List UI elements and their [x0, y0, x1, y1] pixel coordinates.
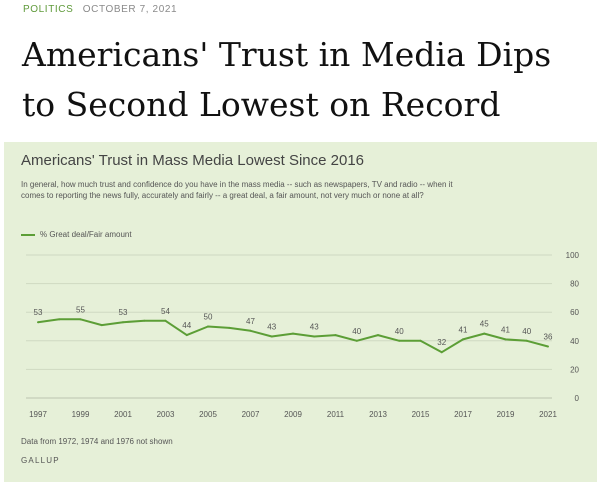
x-tick-label: 2015: [412, 410, 430, 419]
data-label: 41: [459, 325, 468, 334]
data-point: [292, 332, 294, 335]
x-tick-label: 2007: [242, 410, 260, 419]
data-label: 53: [119, 308, 128, 317]
chart-title: Americans' Trust in Mass Media Lowest Si…: [21, 152, 365, 169]
article-date: OCTOBER 7, 2021: [82, 4, 178, 15]
x-tick-label: 2001: [114, 410, 132, 419]
data-label: 53: [34, 308, 43, 317]
data-label: 50: [204, 313, 213, 322]
data-point: [334, 334, 337, 337]
data-label: 43: [267, 323, 276, 332]
series-line: [37, 318, 549, 354]
x-tick-label: 2011: [327, 410, 345, 419]
data-point: [270, 335, 273, 338]
chart-subtitle: In general, how much trust and confidenc…: [21, 180, 453, 200]
article-topline: POLITICS OCTOBER 7, 2021: [23, 4, 177, 15]
data-point: [355, 339, 358, 342]
data-point: [143, 319, 146, 322]
y-tick-label: 80: [570, 280, 579, 289]
y-tick-label: 60: [570, 308, 579, 317]
chart-note: Data from 1972, 1974 and 1976 not shown: [21, 437, 173, 446]
x-tick-label: 2005: [199, 410, 217, 419]
data-point: [419, 339, 422, 342]
x-tick-label: 2019: [497, 410, 515, 419]
data-point: [462, 338, 464, 341]
x-tick-label: 2009: [284, 410, 302, 419]
trust-line-chart: 0 20 40 60 80 100 1997 1999 2001 2003 2005 2007 2009…: [26, 251, 580, 419]
y-tick-label: 100: [566, 251, 580, 260]
x-tick-label: 1997: [29, 410, 47, 419]
data-point: [164, 319, 167, 322]
data-point: [58, 318, 61, 321]
data-label: 36: [544, 333, 553, 342]
legend-label: % Great deal/Fair amount: [40, 230, 132, 239]
data-point: [377, 334, 379, 337]
data-point: [249, 329, 252, 332]
data-point: [525, 339, 528, 342]
data-point: [100, 324, 103, 327]
x-tick-label: 2017: [454, 410, 472, 419]
data-label: 40: [352, 327, 361, 336]
data-point: [207, 325, 209, 328]
data-label: 40: [395, 327, 404, 336]
legend-swatch: [21, 233, 35, 236]
data-point: [122, 321, 124, 324]
data-label: 45: [480, 320, 489, 329]
x-tick-label: 1999: [72, 410, 90, 419]
data-label: 41: [501, 325, 510, 334]
data-label: 43: [310, 323, 319, 332]
data-point: [313, 335, 316, 338]
data-point: [79, 318, 82, 321]
data-label: 44: [182, 321, 191, 330]
x-tick-label: 2013: [369, 410, 387, 419]
article-headline: Americans' Trust in Media Dips to Second…: [22, 35, 552, 124]
data-point: [483, 332, 486, 335]
data-point: [185, 334, 188, 337]
x-tick-label: 2003: [157, 410, 175, 419]
data-label: 47: [246, 317, 255, 326]
data-point: [398, 339, 401, 342]
data-point: [228, 326, 231, 329]
gallup-brand: GALLUP: [21, 456, 60, 465]
data-point: [547, 345, 549, 348]
data-point: [37, 321, 39, 324]
data-label: 54: [161, 307, 170, 316]
data-label: 32: [437, 338, 446, 347]
data-point: [440, 351, 443, 354]
chart-legend: % Great deal/Fair amount: [21, 230, 132, 239]
x-tick-label: 2021: [539, 410, 557, 419]
data-point: [504, 338, 507, 341]
data-label: 40: [522, 327, 531, 336]
category-link[interactable]: POLITICS: [23, 4, 74, 15]
data-label: 55: [76, 305, 85, 314]
y-tick-label: 0: [575, 394, 580, 403]
chart-panel: Americans' Trust in Mass Media Lowest Si…: [4, 142, 597, 482]
y-tick-label: 40: [570, 337, 579, 346]
y-tick-label: 20: [570, 365, 579, 374]
